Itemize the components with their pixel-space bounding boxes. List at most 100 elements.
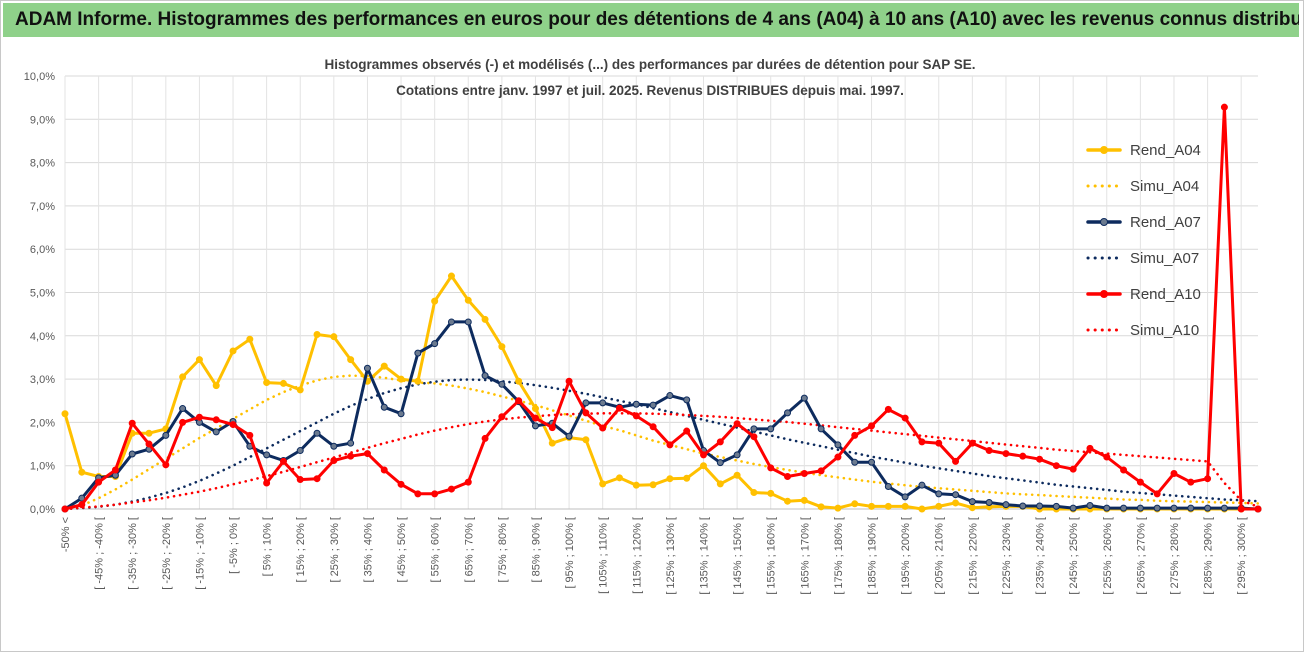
rend-a07-point	[1019, 502, 1027, 510]
rend-a04-point	[700, 462, 708, 470]
rend-a04-point	[61, 410, 69, 418]
rend-a07-point	[918, 481, 926, 489]
rend-a10-point	[195, 413, 203, 421]
rend-a04-point	[313, 331, 321, 339]
rend-a10-point	[784, 473, 792, 481]
rend-a10-point	[1237, 505, 1245, 513]
rend-a10-point	[716, 438, 724, 446]
x-tick-label: [ 85% ; 90% [	[530, 517, 542, 582]
rend-a04-point	[78, 468, 86, 476]
x-tick-label: [ 185% ; 190% [	[867, 517, 879, 595]
x-tick-label: [ 55% ; 60% [	[430, 517, 442, 582]
x-tick-label: [ 135% ; 140% [	[699, 517, 711, 595]
legend-simu-a10-label: Simu_A10	[1130, 322, 1199, 339]
chart-title-line-1: Histogrammes observés (-) et modélisés (…	[325, 57, 976, 72]
x-tick-label: [ 125% ; 130% [	[665, 517, 677, 595]
rend-a10-point	[565, 377, 573, 385]
x-tick-label: [ 105% ; 110% [	[598, 517, 610, 594]
rend-a10-point	[968, 439, 976, 447]
x-tick-label: [ 35% ; 40% [	[362, 517, 374, 582]
x-tick-label: [ 265% ; 270% [	[1135, 517, 1147, 595]
rend-a07-point	[784, 409, 792, 417]
rend-a04-point	[632, 481, 640, 489]
x-tick-label: [ 285% ; 290% [	[1203, 517, 1215, 595]
rend-a07-point	[212, 428, 220, 436]
rend-a07-point	[632, 400, 640, 408]
rend-a07-point	[565, 432, 573, 440]
rend-a04-line	[63, 274, 1260, 511]
rend-a10-point	[212, 416, 220, 424]
page-title-banner: ADAM Informe. Histogrammes des performan…	[3, 3, 1299, 37]
rend-a04-point	[431, 297, 439, 305]
x-tick-label: [ 45% ; 50% [	[396, 517, 408, 582]
rend-a10-point	[1103, 453, 1111, 461]
rend-a04-point	[952, 499, 960, 507]
x-tick-label: [ 205% ; 210% [	[934, 517, 946, 595]
rend-a10-point	[313, 475, 321, 483]
rend-a10-point	[61, 505, 69, 513]
y-axis-ticks: 0,0% 1,0% 2,0% 3,0% 4,0% 5,0% 6,0% 7,0% 8,0% 9,0%…	[24, 71, 55, 516]
rend-a10-line	[63, 105, 1260, 511]
rend-a04-point	[212, 382, 220, 390]
rend-a10-point	[935, 439, 943, 447]
rend-a10-point	[397, 480, 405, 488]
rend-a07-point	[531, 422, 539, 430]
x-tick-label: [ 275% ; 280% [	[1169, 517, 1181, 595]
rend-a07-point	[1120, 504, 1128, 512]
x-tick-label: [ 175% ; 180% [	[833, 517, 845, 595]
rend-a10-point	[515, 397, 523, 405]
rend-a07-point	[1086, 502, 1094, 510]
legend-rend-a07-label: Rend_A07	[1130, 214, 1201, 231]
y-tick-label: 2,0%	[30, 417, 55, 429]
rend-a04-point	[666, 475, 674, 483]
rend-a04-point	[397, 375, 405, 383]
y-tick-label: 1,0%	[30, 461, 55, 473]
legend-rend-a04-label: Rend_A04	[1130, 142, 1201, 159]
rend-a07-point	[935, 490, 943, 498]
rend-a07-point	[330, 442, 338, 450]
rend-a04-point	[447, 272, 455, 280]
rend-a07-point	[128, 450, 136, 458]
rend-a07-point	[952, 491, 960, 499]
rend-a04-point	[884, 502, 892, 510]
rend-a10-point	[95, 478, 103, 486]
rend-a07-point	[666, 392, 674, 400]
y-tick-label: 3,0%	[30, 374, 55, 386]
rend-a04-point	[263, 379, 271, 387]
rend-a04-point	[347, 356, 355, 364]
rend-a10-point	[901, 414, 909, 422]
legend-simu-a04-label: Simu_A04	[1130, 178, 1199, 195]
rend-a10-point	[111, 466, 119, 474]
rend-a10-point	[380, 466, 388, 474]
rend-a07-point	[884, 482, 892, 490]
rend-a10-point	[985, 447, 993, 455]
x-tick-label: [ 255% ; 260% [	[1102, 517, 1114, 595]
rend-a07-point	[296, 447, 304, 455]
rend-a04-point	[750, 489, 758, 497]
x-tick-label: [ 65% ; 70% [	[463, 517, 475, 582]
rend-a04-point	[868, 502, 876, 510]
gridlines	[64, 75, 1258, 510]
rend-a10-point	[952, 457, 960, 465]
x-tick-label: [ 115% ; 120% [	[631, 517, 643, 594]
rend-a10-point	[78, 501, 86, 509]
rend-a07-point	[414, 349, 422, 357]
rend-a04-point	[179, 373, 187, 381]
rend-a10-point	[1036, 455, 1044, 463]
legend-rend-a07-marker	[1100, 218, 1108, 226]
rend-a10-point	[632, 412, 640, 420]
x-tick-label: [ -45% ; -40% [	[94, 517, 106, 590]
x-tick-label: [ -5% ; 0% [	[228, 517, 240, 574]
rend-a07-point	[1069, 504, 1077, 512]
rend-a07-point	[800, 394, 808, 402]
rend-a07-point	[901, 493, 909, 501]
rend-a10-point	[1052, 462, 1060, 470]
legend-rend-a04-marker	[1100, 146, 1108, 154]
x-tick-label: [ 25% ; 30% [	[329, 517, 341, 582]
rend-a04-point	[296, 386, 304, 394]
rend-a10-point	[834, 453, 842, 461]
rend-a10-point	[330, 457, 338, 465]
rend-a10-point	[700, 451, 708, 459]
rend-a07-point	[985, 499, 993, 507]
